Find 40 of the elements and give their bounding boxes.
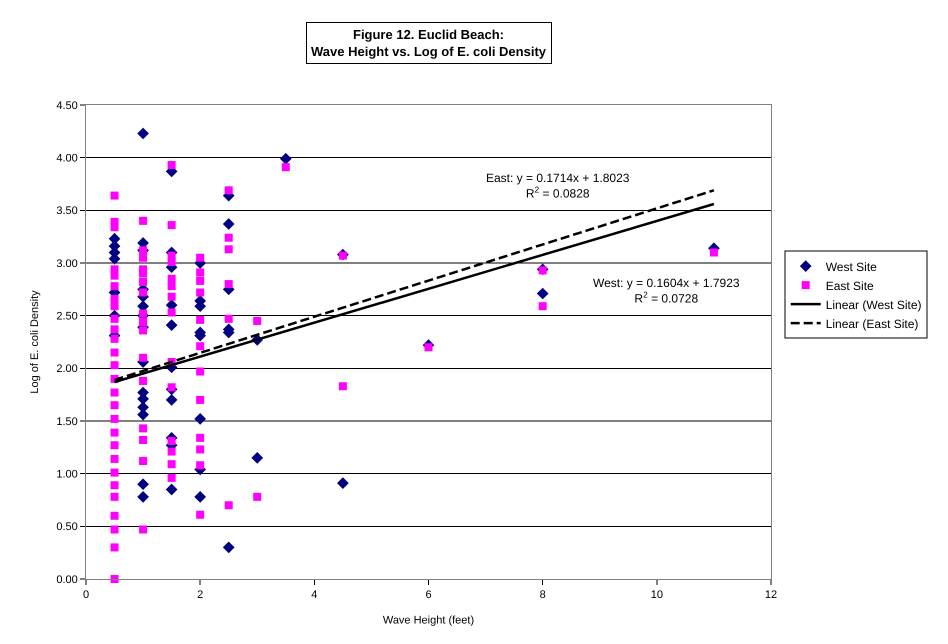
y-tick-label: 4.00: [56, 152, 78, 165]
point: [194, 413, 206, 425]
point: [194, 490, 206, 503]
point: [251, 452, 264, 464]
point: [222, 542, 235, 554]
y-tick-label: 2.50: [56, 310, 78, 323]
y-tick-label: 1.00: [56, 468, 78, 481]
x-tick-label: 0: [82, 589, 90, 602]
point: [280, 152, 292, 165]
x-tick-label: 12: [764, 589, 778, 602]
point: [536, 288, 549, 300]
x-tick-label: 6: [425, 589, 432, 602]
y-tick-label: 1.50: [56, 416, 78, 428]
y-axis-title: Log of E. coli Density: [29, 290, 42, 394]
y-tick-label: 0.00: [56, 574, 78, 586]
point: [166, 319, 178, 331]
y-tick-label: 4.50: [56, 100, 78, 112]
annotation: East: y = 0.1714x + 1.8023 R$^{2}$ = 0.0828: [486, 171, 630, 201]
point: [137, 490, 149, 503]
x-tick-label: 4: [311, 589, 318, 602]
y-tick-label: 0.50: [56, 521, 78, 534]
point: [137, 128, 149, 140]
chart-title: Figure 12. Euclid Beach: Wave Height vs. Log of E. coli Density: [311, 27, 547, 59]
legend-label: Linear (East Site): [826, 316, 918, 331]
point: [137, 478, 149, 490]
y-tick-label: 3.50: [56, 205, 78, 218]
legend-label: East Site: [826, 278, 874, 293]
legend-label: West Site: [826, 260, 878, 274]
point: [337, 477, 349, 489]
x-tick-label: 10: [650, 589, 663, 602]
x-tick-label: 2: [197, 589, 204, 602]
x-axis-title: Wave Height (feet): [382, 614, 474, 626]
y-tick-label: 2.00: [56, 363, 78, 376]
annotation: West: y = 0.1604x + 1.7923 R$^{2}$ = 0.0728: [593, 276, 740, 306]
point: [166, 394, 178, 406]
point: [222, 218, 235, 230]
y-tick-label: 3.00: [56, 258, 78, 270]
point: [166, 484, 178, 496]
x-tick-label: 8: [540, 589, 546, 602]
legend-label: Linear (West Site): [826, 298, 922, 312]
